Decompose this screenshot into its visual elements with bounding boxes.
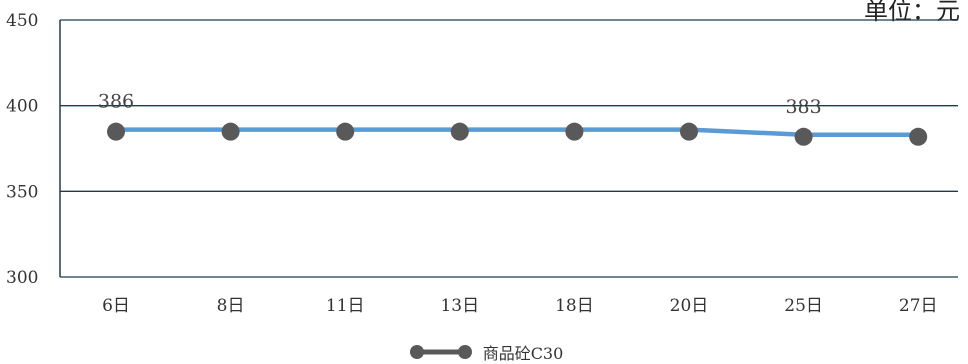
y-tick-label-300: 300 xyxy=(6,268,38,288)
data-point xyxy=(450,122,469,141)
legend-marker-left xyxy=(409,345,424,359)
y-tick-label-450: 450 xyxy=(6,11,38,31)
legend-marker-right xyxy=(457,345,472,359)
data-point xyxy=(107,122,125,141)
data-point xyxy=(336,122,355,141)
data-point xyxy=(565,122,584,141)
legend: 商品砼C30 xyxy=(0,340,968,364)
data-point xyxy=(221,122,240,141)
legend-label: 商品砼C30 xyxy=(482,344,564,363)
legend-swatch xyxy=(409,345,472,359)
data-point xyxy=(909,127,928,146)
data-label: 386 xyxy=(98,91,134,113)
x-tick-label: 25日 xyxy=(784,296,823,316)
x-tick-label: 6日 xyxy=(102,296,130,316)
data-point xyxy=(794,127,813,146)
x-tick-label: 13日 xyxy=(440,296,479,316)
series-line xyxy=(113,127,921,138)
y-tick-label-400: 400 xyxy=(6,97,38,117)
x-tick-label: 18日 xyxy=(555,296,594,316)
unit-label: 单位：元 xyxy=(864,0,960,25)
data-label: 383 xyxy=(785,96,821,118)
data-point xyxy=(680,122,698,141)
x-tick-label: 11日 xyxy=(326,296,365,316)
x-tick-label: 8日 xyxy=(217,296,245,316)
x-tick-label: 20日 xyxy=(670,296,709,316)
y-tick-label-350: 350 xyxy=(6,182,38,202)
x-tick-label: 27日 xyxy=(899,296,938,316)
